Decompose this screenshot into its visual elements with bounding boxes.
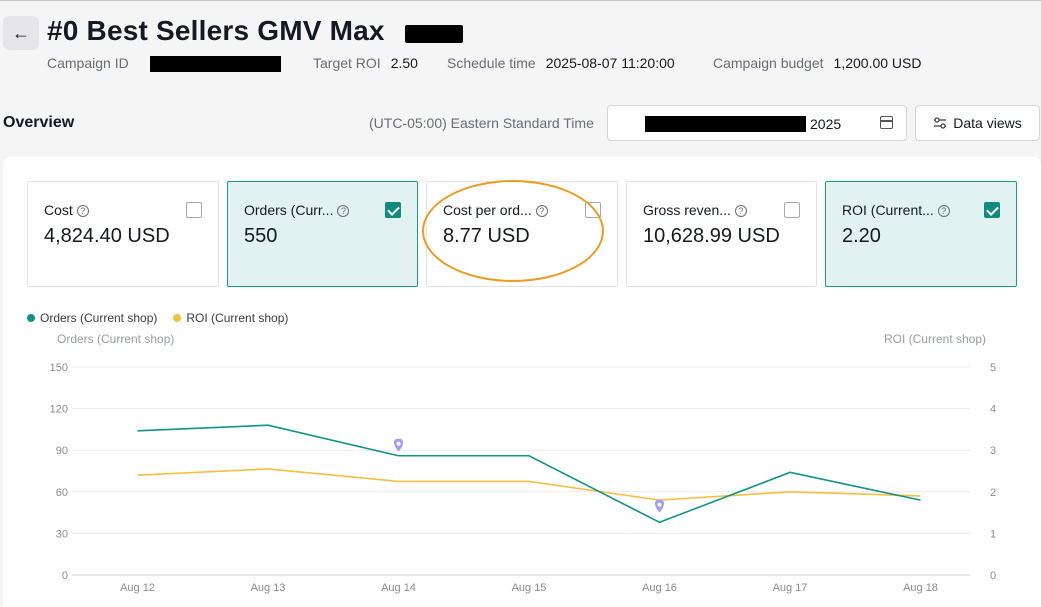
event-marker	[394, 438, 403, 452]
help-icon: ?	[337, 205, 350, 217]
redacted-title-suffix	[405, 25, 463, 43]
x-tick-label: Aug 14	[381, 582, 416, 594]
page-title: #0 Best Sellers GMV Max	[47, 15, 385, 46]
annotation-ellipse	[422, 180, 604, 282]
y-tick-left: 30	[56, 528, 68, 540]
y-tick-right: 1	[990, 528, 996, 540]
legend-item-roi[interactable]: ROI (Current shop)	[173, 311, 288, 325]
y-axis-right-title: ROI (Current shop)	[883, 332, 986, 346]
y-tick-right: 3	[990, 445, 996, 457]
y-tick-left: 0	[62, 570, 68, 582]
x-tick-label: Aug 18	[903, 582, 938, 594]
x-tick-label: Aug 13	[251, 582, 286, 594]
y-tick-right: 0	[990, 570, 996, 582]
y-tick-right: 4	[990, 404, 996, 416]
help-icon: ?	[734, 205, 747, 217]
series-line-roi	[137, 468, 921, 501]
help-icon: ?	[76, 205, 89, 217]
metric-card-orders[interactable]: Orders (Curr...? 550	[227, 181, 418, 287]
y-tick-right: 5	[990, 362, 996, 374]
series-line-orders	[137, 424, 921, 524]
metric-checkbox[interactable]	[385, 202, 401, 218]
calendar-icon	[880, 116, 893, 129]
x-tick-label: Aug 16	[642, 582, 677, 594]
section-title: Overview	[3, 114, 75, 131]
metric-card-cost[interactable]: Cost? 4,824.40 USD	[27, 181, 219, 287]
y-tick-left: 90	[56, 445, 68, 457]
redacted-date-range	[645, 116, 806, 132]
top-divider	[0, 0, 1041, 1]
y-tick-left: 150	[50, 362, 68, 374]
back-button[interactable]: ←	[3, 16, 39, 50]
y-tick-right: 2	[990, 487, 996, 499]
help-icon: ?	[937, 205, 950, 217]
x-tick-label: Aug 12	[120, 582, 155, 594]
x-tick-label: Aug 15	[512, 582, 547, 594]
meta-target-roi: Target ROI 2.50	[313, 55, 418, 71]
line-chart: 0 30 60 90 120 150 0 1 2 3 4 5 Aug 12 Aug 13 Aug 14 Aug…	[50, 362, 996, 594]
metric-checkbox[interactable]	[784, 202, 800, 218]
arrow-left-icon: ←	[12, 22, 30, 43]
marker-dot	[396, 441, 401, 446]
metric-card-gross-revenue[interactable]: Gross reven...? 10,628.99 USD	[626, 181, 817, 287]
redacted-campaign-id	[149, 56, 281, 73]
sliders-icon	[934, 117, 947, 129]
meta-campaign-id: Campaign ID	[47, 55, 281, 73]
event-marker	[655, 499, 664, 513]
chart-legend: Orders (Current shop) ROI (Current shop)	[27, 311, 288, 325]
legend-item-orders[interactable]: Orders (Current shop)	[27, 311, 157, 325]
metric-checkbox[interactable]	[984, 202, 1000, 218]
y-axis-left-title: Orders (Current shop)	[57, 332, 175, 346]
metric-card-roi[interactable]: ROI (Current...? 2.20	[825, 181, 1017, 287]
x-tick-label: Aug 17	[773, 582, 808, 594]
data-views-button[interactable]: Data views	[915, 105, 1040, 141]
date-range-picker[interactable]: 2025	[607, 105, 907, 141]
meta-campaign-budget: Campaign budget 1,200.00 USD	[713, 55, 922, 71]
marker-dot	[657, 502, 662, 507]
y-tick-left: 120	[50, 404, 68, 416]
metric-checkbox[interactable]	[186, 202, 202, 218]
meta-schedule-time: Schedule time 2025-08-07 11:20:00	[447, 55, 675, 71]
y-tick-left: 60	[56, 487, 68, 499]
timezone-label: (UTC-05:00) Eastern Standard Time	[369, 115, 594, 131]
